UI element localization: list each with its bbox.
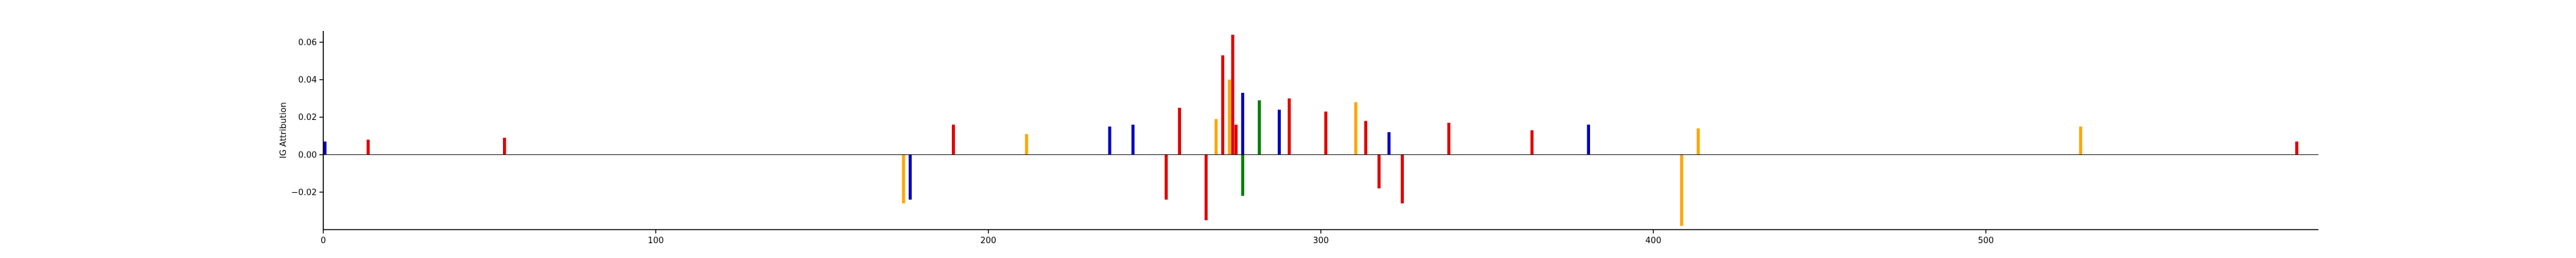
attribution-mark xyxy=(366,139,370,155)
y-tick-label: 0.06 xyxy=(298,38,317,48)
x-tick-label: 200 xyxy=(980,236,996,246)
attribution-mark xyxy=(1131,124,1135,155)
attribution-mark xyxy=(1025,134,1028,155)
attribution-mark xyxy=(1587,124,1591,155)
ticks: −0.02 0.00 0.02 0.04 0.06 0 100 200 300 400 500 xyxy=(291,38,1994,246)
attribution-mark xyxy=(1401,154,1404,204)
attribution-mark xyxy=(503,137,506,155)
attribution-mark xyxy=(1241,154,1245,196)
attribution-mark xyxy=(908,154,912,200)
attribution-mark xyxy=(952,124,955,155)
attribution-mark xyxy=(1231,34,1235,155)
attribution-mark xyxy=(1108,126,1112,155)
attribution-mark xyxy=(1234,124,1238,155)
attribution-mark xyxy=(1387,132,1391,155)
attribution-mark xyxy=(1354,102,1358,155)
attribution-mark xyxy=(1164,154,1168,200)
y-tick-label: −0.02 xyxy=(291,188,317,197)
attribution-mark xyxy=(1680,154,1683,226)
x-tick-label: 300 xyxy=(1313,236,1329,246)
attribution-mark xyxy=(1214,119,1218,155)
attribution-mark xyxy=(1364,121,1368,155)
x-tick-label: 0 xyxy=(321,236,326,246)
x-tick-label: 500 xyxy=(1978,236,1994,246)
attribution-mark xyxy=(1221,55,1225,155)
attribution-mark xyxy=(1241,92,1245,155)
attribution-mark xyxy=(323,141,327,155)
y-tick-label: 0.02 xyxy=(298,113,317,123)
attribution-mark xyxy=(1178,108,1181,155)
attribution-mark xyxy=(1278,110,1281,155)
attribution-mark xyxy=(1227,79,1231,155)
attribution-mark xyxy=(1324,111,1328,155)
attribution-mark xyxy=(1447,123,1451,155)
attribution-mark xyxy=(902,154,905,204)
y-axis-label: IG Attribution xyxy=(279,102,289,158)
attribution-mark xyxy=(1377,154,1381,189)
attribution-mark xyxy=(2295,141,2298,155)
x-tick-label: 400 xyxy=(1645,236,1662,246)
attribution-mark xyxy=(1530,130,1534,155)
axes xyxy=(323,31,2318,230)
x-tick-label: 100 xyxy=(648,236,664,246)
y-tick-label: 0.00 xyxy=(298,150,317,160)
attribution-mark xyxy=(1696,128,1700,155)
plot-area xyxy=(323,34,2298,226)
attribution-mark xyxy=(1258,100,1261,155)
attribution-mark xyxy=(1287,98,1291,155)
attribution-mark xyxy=(2079,126,2083,155)
attribution-mark xyxy=(1204,154,1208,221)
y-tick-label: 0.04 xyxy=(298,75,317,85)
